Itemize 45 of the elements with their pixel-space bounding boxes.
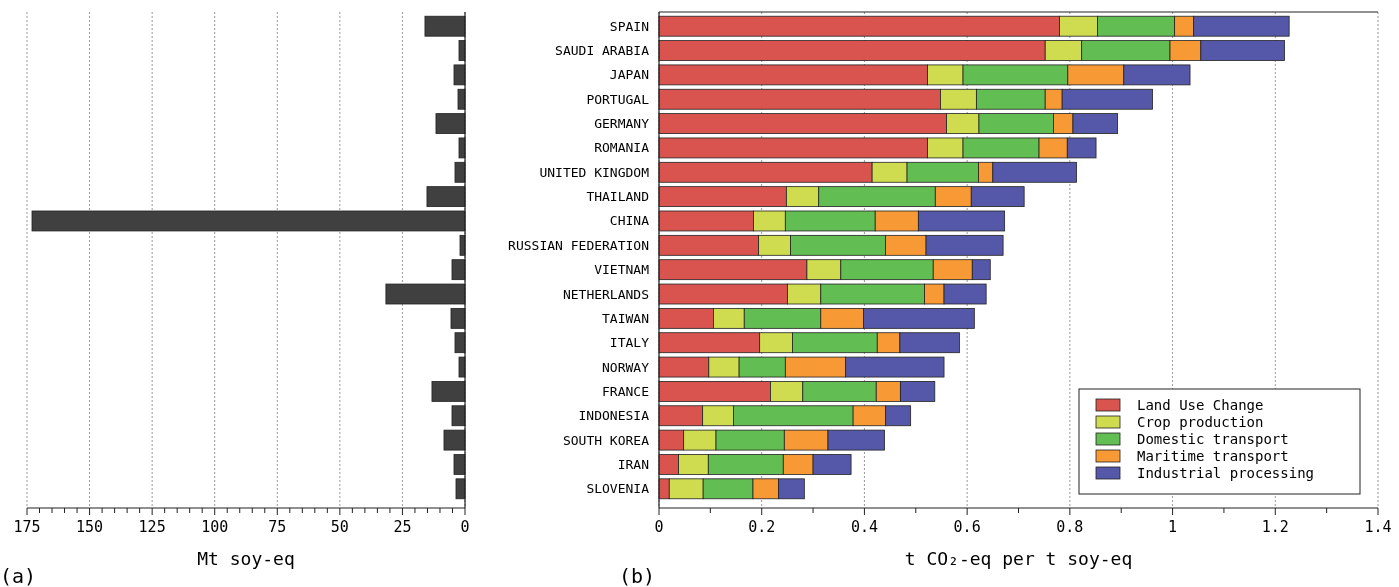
y-tick-label: JAPAN <box>609 67 649 83</box>
y-tick-label: NETHERLANDS <box>562 286 649 302</box>
y-tick-label: RUSSIAN FEDERATION <box>508 237 649 253</box>
y-tick-label: SOUTH KOREA <box>562 432 650 448</box>
x-tick-label: 75 <box>268 518 287 536</box>
y-tick-label: GERMANY <box>594 116 650 132</box>
legend-label: Land Use Change <box>1137 397 1264 413</box>
y-tick-label: TAIWAN <box>602 310 649 326</box>
legend-label: Industrial processing <box>1137 465 1315 481</box>
y-tick-label: UNITED KINGDOM <box>539 164 650 180</box>
x-tick-label: 1 <box>1168 518 1178 536</box>
y-tick-label: THAILAND <box>586 189 650 205</box>
legend-label: Domestic transport <box>1137 431 1289 447</box>
x-tick-label: 25 <box>393 518 412 536</box>
x-axis-title: Mt soy-eq <box>197 548 295 569</box>
y-tick-label: SAUDI ARABIA <box>555 43 650 59</box>
x-tick-label: 1.4 <box>1364 518 1392 536</box>
x-tick-label: 0 <box>460 518 470 536</box>
y-tick-label: INDONESIA <box>578 408 650 424</box>
legend-label: Crop production <box>1137 414 1264 430</box>
x-tick-label: 0.4 <box>850 518 878 536</box>
y-tick-label: SLOVENIA <box>586 481 650 497</box>
legend-label: Maritime transport <box>1137 448 1289 464</box>
x-axis-title: t CO₂-eq per t soy-eq <box>904 548 1133 569</box>
x-tick-label: 0.8 <box>1056 518 1084 536</box>
x-tick-label: 150 <box>76 518 104 536</box>
x-tick-label: 0 <box>654 518 664 536</box>
y-tick-label: IRAN <box>617 456 649 472</box>
y-tick-label: FRANCE <box>602 383 649 399</box>
x-tick-label: 0.2 <box>748 518 776 536</box>
x-tick-label: 1.2 <box>1261 518 1289 536</box>
text: (a) <box>0 564 37 587</box>
text: (b) <box>619 564 656 587</box>
y-tick-label: ROMANIA <box>594 140 650 156</box>
x-tick-label: 125 <box>138 518 166 536</box>
y-tick-label: CHINA <box>609 213 650 229</box>
x-tick-label: 0.6 <box>953 518 981 536</box>
y-tick-label: SPAIN <box>609 18 649 34</box>
x-tick-label: 175 <box>13 518 41 536</box>
y-tick-label: VIETNAM <box>594 262 650 278</box>
x-tick-label: 100 <box>201 518 229 536</box>
y-tick-label: PORTUGAL <box>586 91 650 107</box>
x-tick-label: 50 <box>330 518 349 536</box>
y-tick-label: ITALY <box>609 335 650 351</box>
y-tick-label: NORWAY <box>602 359 650 375</box>
